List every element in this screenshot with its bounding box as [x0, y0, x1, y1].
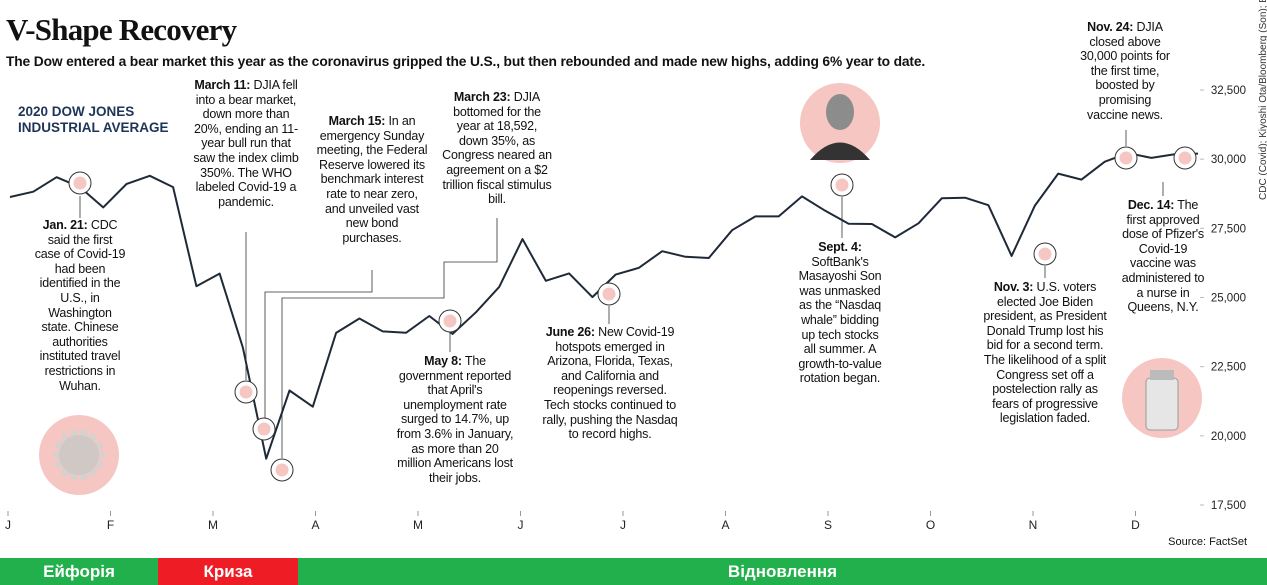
vaccine-cap: [1150, 370, 1174, 380]
annotation: March 23: DJIA bottomed for the year at …: [441, 90, 553, 207]
annotation-title: March 15:: [328, 114, 386, 128]
annotation-title: Sept. 4:: [818, 240, 862, 254]
x-tick-label: J: [5, 518, 11, 532]
y-tick-label: 25,000: [1211, 293, 1246, 305]
annotation: Sept. 4: SoftBank's Masayoshi Son was un…: [795, 240, 885, 386]
chart-subtitle: The Dow entered a bear market this year …: [6, 54, 926, 69]
leader-line: [264, 270, 373, 418]
event-dot: [443, 314, 457, 328]
x-tick-label: O: [926, 518, 935, 532]
y-tick-label: 20,000: [1211, 431, 1246, 443]
annotation: Nov. 3: U.S. voters elected Joe Biden pr…: [981, 280, 1109, 426]
x-tick-label: N: [1029, 518, 1038, 532]
annotation-text: DJIA closed above 30,000 points for the …: [1080, 20, 1170, 122]
y-tick-label: 22,500: [1211, 362, 1246, 374]
event-dot: [257, 422, 271, 436]
annotation-text: New Covid-19 hotspots emerged in Arizona…: [542, 325, 678, 442]
phase: Ейфорія: [0, 558, 158, 585]
son-head: [826, 94, 854, 130]
annotation: June 26: New Covid-19 hotspots emerged i…: [539, 325, 681, 442]
y-tick-label: 30,000: [1211, 154, 1246, 166]
y-tick-label: 27,500: [1211, 223, 1246, 235]
vaccine-vial: [1145, 377, 1179, 431]
photo-credit: CDC (Covid); Kiyoshi Ota/Bloomberg (Son)…: [1258, 0, 1267, 200]
event-dot: [239, 385, 253, 399]
virus-spike: [97, 451, 105, 459]
y-tick-label: 17,500: [1211, 500, 1246, 512]
x-tick-label: F: [107, 518, 114, 532]
annotation: Nov. 24: DJIA closed above 30,000 points…: [1079, 20, 1171, 122]
annotation-text: In an emergency Sunday meeting, the Fede…: [316, 114, 428, 245]
annotation: May 8: The government reported that Apri…: [394, 354, 516, 485]
annotation: Jan. 21: CDC said the first case of Covi…: [34, 218, 126, 393]
annotation-text: DJIA fell into a bear market, down more …: [193, 78, 299, 209]
event-dot: [1178, 151, 1192, 165]
annotation-title: Nov. 3:: [993, 280, 1034, 294]
series-label: 2020 DOW JONES INDUSTRIAL AVERAGE: [18, 104, 169, 135]
source: Source: FactSet: [1168, 536, 1247, 548]
annotation: March 15: In an emergency Sunday meeting…: [316, 114, 428, 245]
event-dot: [602, 287, 616, 301]
virus-icon: [53, 429, 105, 481]
annotation-title: Nov. 24:: [1087, 20, 1134, 34]
event-dot: [1119, 151, 1133, 165]
annotation-title: March 11:: [194, 78, 251, 92]
son-body: [810, 142, 870, 160]
x-tick-label: J: [518, 518, 524, 532]
annotation: Dec. 14: The first approved dose of Pfiz…: [1119, 198, 1207, 315]
annotation-text: DJIA bottomed for the year at 18,592, do…: [442, 90, 552, 207]
event-dot: [1038, 247, 1052, 261]
annotation-title: May 8:: [424, 354, 462, 368]
leader-line: [281, 218, 498, 458]
phase: Відновлення: [298, 558, 1267, 585]
annotation-text: The government reported that April's une…: [396, 354, 514, 485]
x-tick-label: M: [208, 518, 218, 532]
annotation-title: June 26:: [545, 325, 595, 339]
chart-title: V-Shape Recovery: [6, 12, 237, 47]
x-tick-label: J: [620, 518, 626, 532]
x-tick-label: A: [721, 518, 729, 532]
event-dot: [73, 176, 87, 190]
annotation-title: March 23:: [453, 90, 511, 104]
annotation-text: CDC said the first case of Covid-19 had …: [34, 218, 126, 393]
annotation: March 11: DJIA fell into a bear market, …: [190, 78, 302, 209]
x-tick-label: S: [824, 518, 832, 532]
x-tick-label: D: [1131, 518, 1140, 532]
annotation-text: SoftBank's Masayoshi Son was unmasked as…: [798, 254, 882, 386]
x-tick-label: M: [413, 518, 423, 532]
event-dot: [835, 178, 849, 192]
virus-spike: [53, 451, 61, 459]
phase: Криза: [158, 558, 298, 585]
x-tick-label: A: [311, 518, 319, 532]
annotation-text: U.S. voters elected Joe Biden president,…: [983, 280, 1107, 426]
event-dot: [275, 463, 289, 477]
virus-body: [59, 435, 99, 475]
annotation-title: Jan. 21:: [42, 218, 88, 232]
annotation-text: The first approved dose of Pfizer's Covi…: [1121, 198, 1205, 315]
y-tick-label: 32,500: [1211, 85, 1246, 97]
annotation-title: Dec. 14:: [1127, 198, 1175, 212]
